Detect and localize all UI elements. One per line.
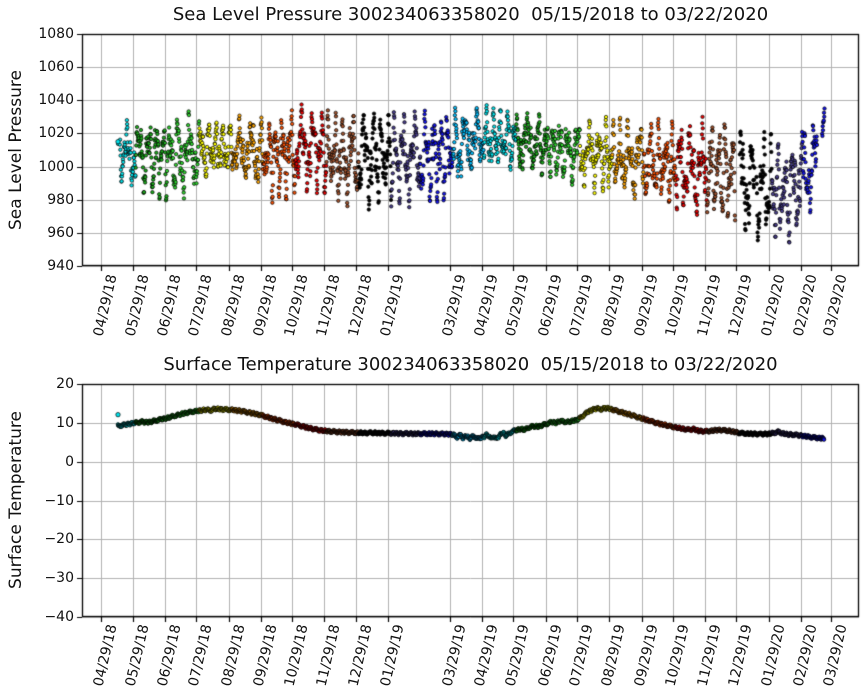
y-tick-label: −40 bbox=[44, 609, 74, 625]
y-tick-label: 1080 bbox=[38, 26, 74, 42]
y-tick-label: 1060 bbox=[38, 59, 74, 76]
y-tick-label: −10 bbox=[44, 492, 74, 509]
surface-temperature-title: Surface Temperature 300234063358020 05/1… bbox=[163, 354, 778, 375]
sea-level-pressure-title: Sea Level Pressure 300234063358020 05/15… bbox=[172, 4, 769, 25]
y-tick-label: 1040 bbox=[38, 92, 74, 109]
y-tick-label: −20 bbox=[44, 531, 74, 548]
y-tick-label: −30 bbox=[44, 570, 74, 587]
y-tick-label: 10 bbox=[56, 414, 74, 431]
y-tick-label: 960 bbox=[47, 224, 74, 241]
sea-level-pressure-plot-area bbox=[0, 0, 867, 350]
y-tick-label: 0 bbox=[65, 453, 74, 470]
y-tick-label: 1000 bbox=[38, 158, 74, 175]
y-tick-label: 1020 bbox=[38, 125, 74, 142]
surface-temperature-plot-area bbox=[0, 350, 867, 700]
y-tick-label: 980 bbox=[47, 191, 74, 208]
y-tick-label: 940 bbox=[47, 258, 74, 274]
y-tick-label: 20 bbox=[56, 376, 74, 392]
